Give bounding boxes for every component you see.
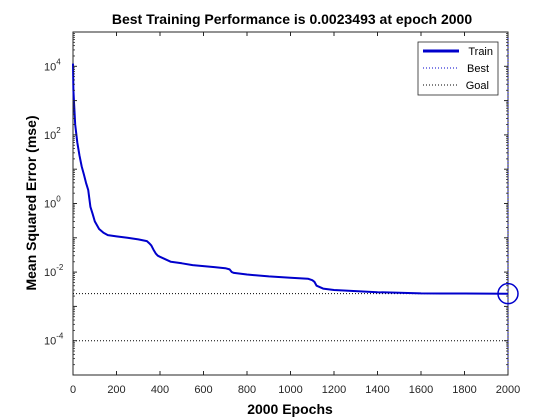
legend-train-label: Train: [468, 46, 493, 58]
y-tick-label-exponent: 4: [56, 57, 61, 66]
series-layer: [72, 63, 519, 305]
x-tick-label: 400: [151, 384, 169, 396]
y-tick-label-base: 10: [44, 336, 56, 348]
x-tick-label: 1600: [409, 384, 433, 396]
y-tick-label-base: 10: [44, 130, 56, 142]
x-tick-label: 1400: [365, 384, 389, 396]
y-tick-label-base: 10: [44, 199, 56, 211]
y-tick-label: 100: [44, 195, 61, 211]
y-tick-label-base: 10: [44, 61, 56, 73]
legend: Train Best Goal: [417, 41, 499, 96]
y-axis-label: Mean Squared Error (mse): [23, 115, 39, 290]
y-tick-label-exponent: 2: [56, 126, 61, 135]
chart-title: Best Training Performance is 0.0023493 a…: [112, 11, 473, 27]
x-tick-label: 0: [70, 384, 76, 396]
x-tick-label: 1000: [278, 384, 302, 396]
x-tick-label: 800: [238, 384, 256, 396]
x-axis-label: 2000 Epochs: [247, 401, 333, 417]
x-tick-label: 1800: [452, 384, 476, 396]
y-tick-label: 10-2: [44, 263, 64, 279]
x-tick-label: 2000: [496, 384, 520, 396]
y-tick-label-base: 10: [44, 267, 56, 279]
best-marker: [497, 282, 519, 305]
y-tick-label: 104: [44, 57, 61, 73]
train-series-line: [72, 63, 509, 295]
y-tick-label-exponent: -2: [56, 263, 64, 272]
legend-best-label: Best: [467, 63, 489, 75]
y-tick-label: 102: [44, 126, 61, 142]
x-tick-label: 600: [194, 384, 212, 396]
legend-goal-label: Goal: [466, 80, 489, 92]
x-ticks: 0 200 400 600 800 1000 1200 1400 1600 1800 2000: [70, 32, 520, 396]
x-tick-label: 200: [107, 384, 125, 396]
y-tick-label-exponent: 0: [56, 195, 61, 204]
x-tick-label: 1200: [322, 384, 346, 396]
y-tick-label-exponent: -4: [56, 332, 64, 341]
y-tick-label: 10-4: [44, 332, 64, 348]
